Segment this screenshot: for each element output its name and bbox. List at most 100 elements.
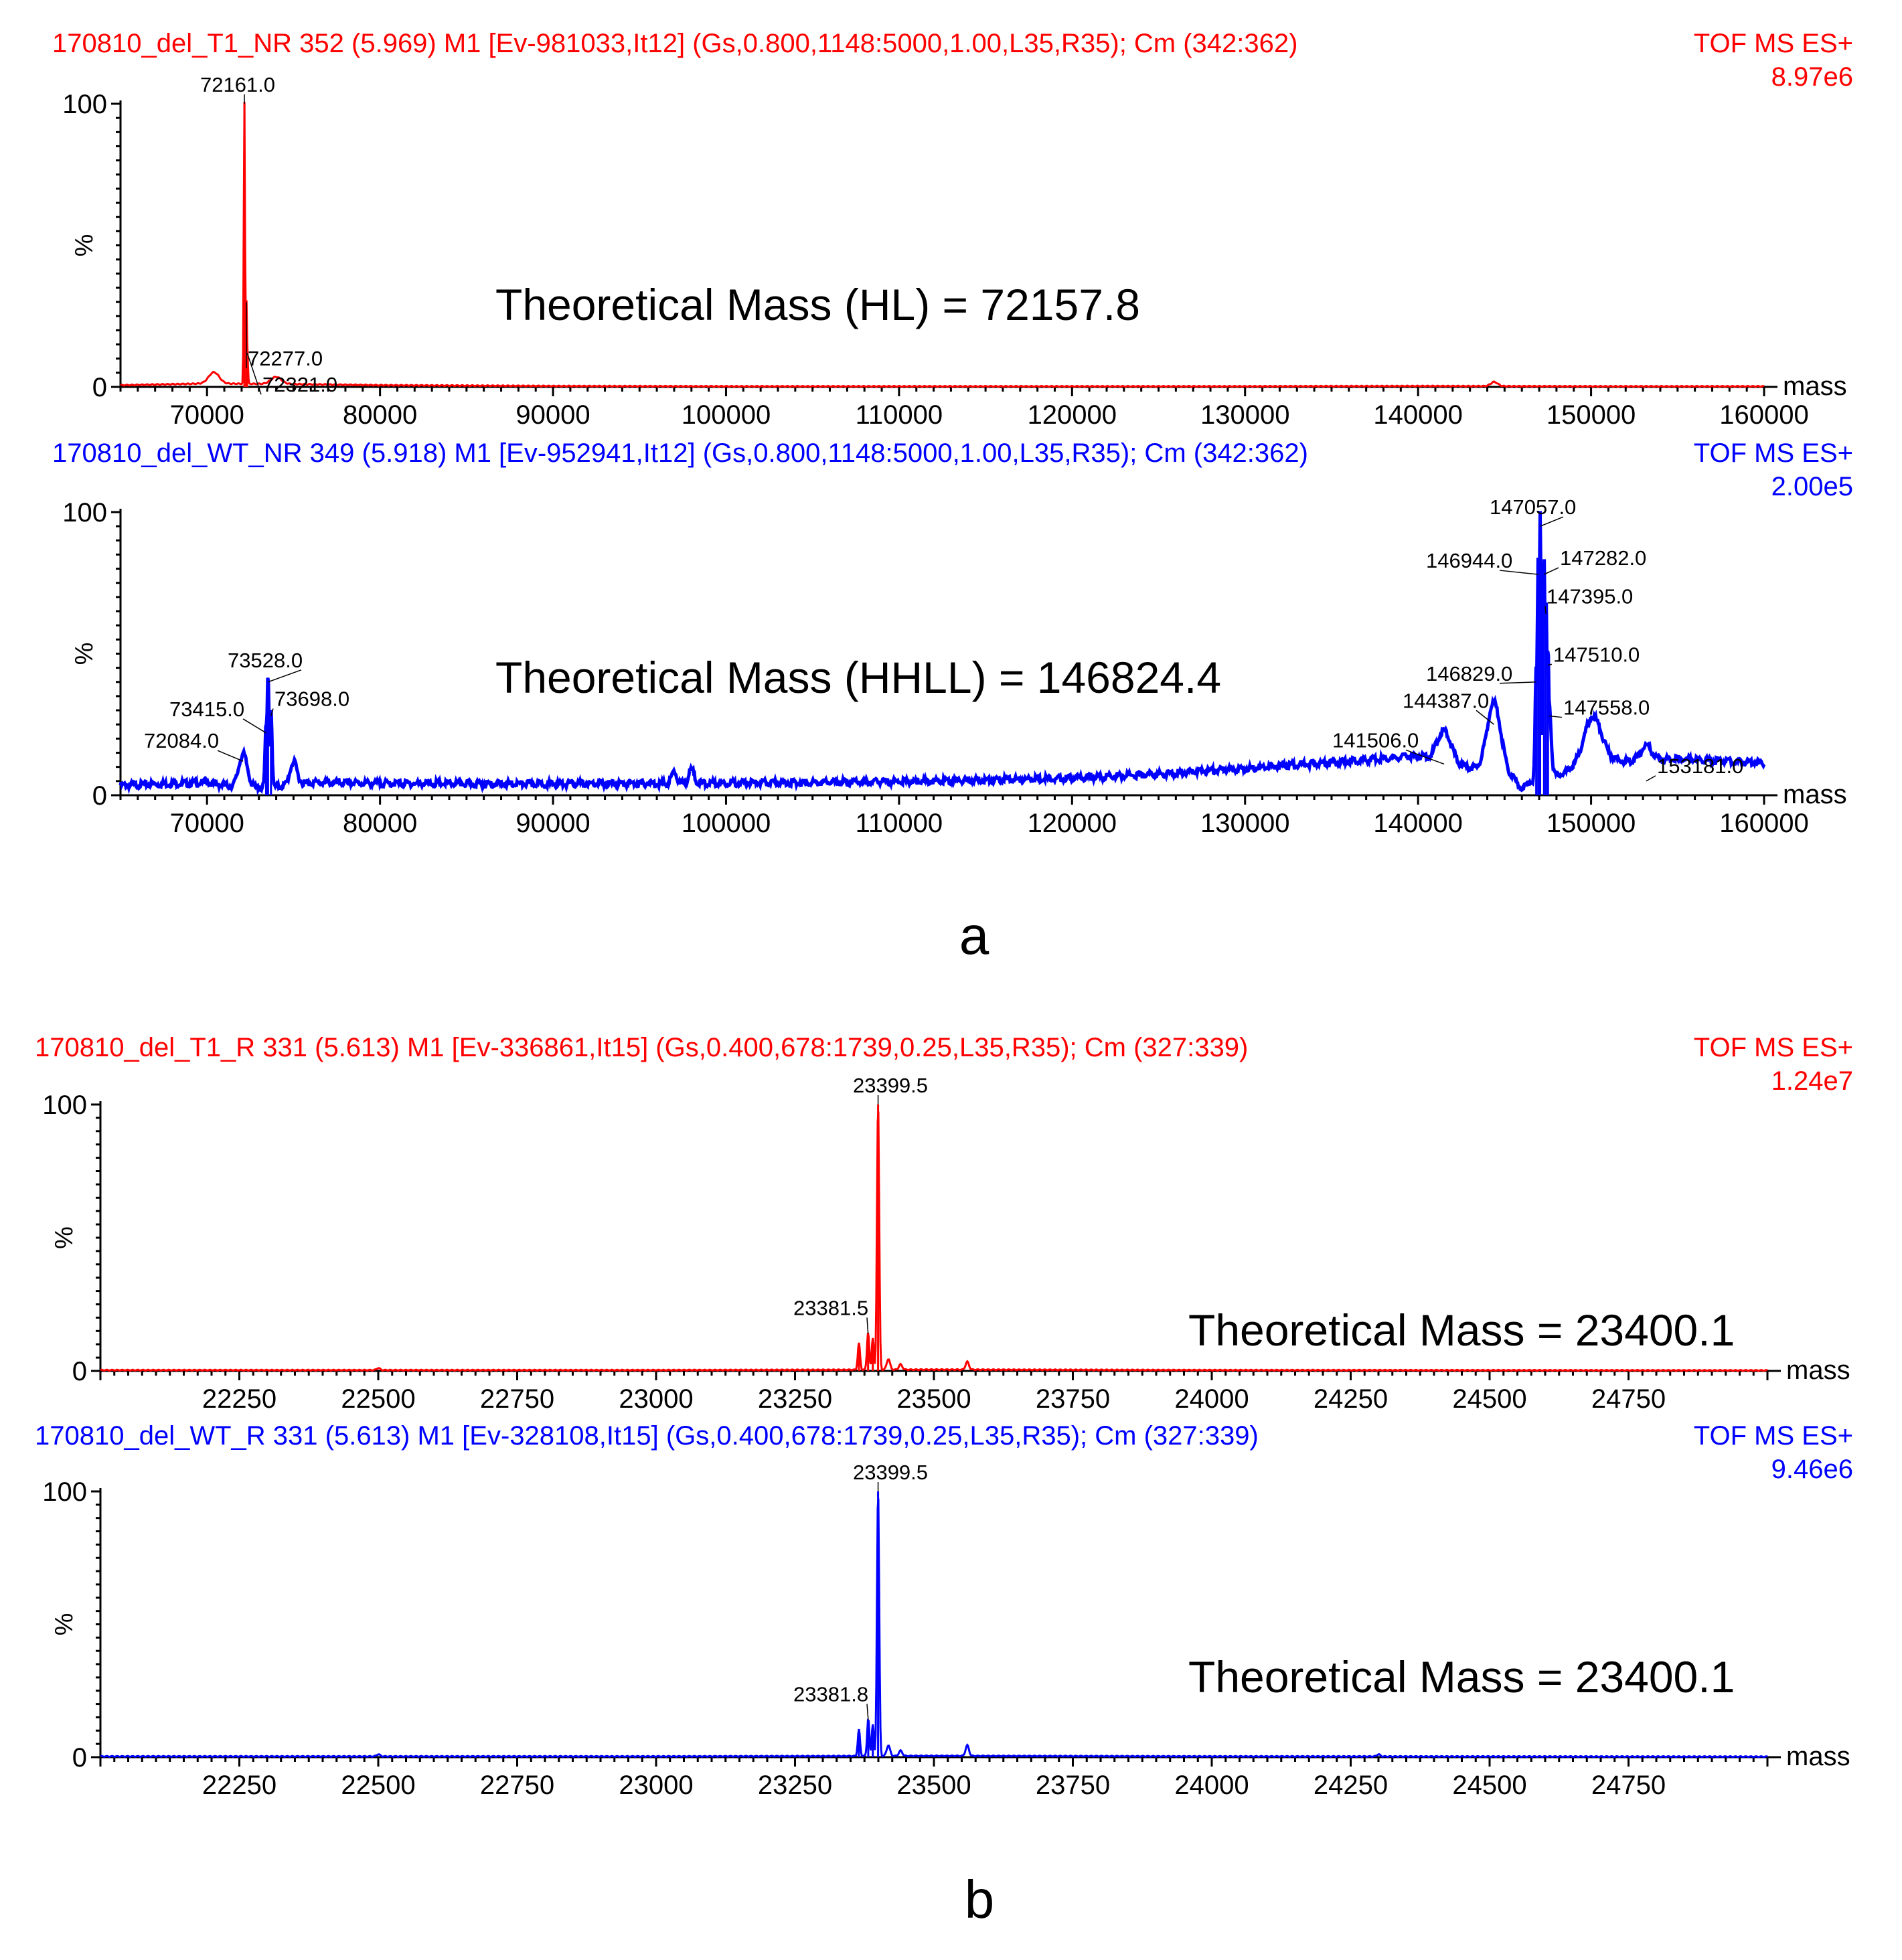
peak-label: 23399.5 bbox=[853, 1461, 928, 1484]
x-tick-label: 23250 bbox=[758, 1771, 832, 1800]
spectrum-t1-nr: 170810_del_T1_NR 352 (5.969) M1 [Ev-9810… bbox=[52, 29, 1853, 430]
x-tick-label: 24250 bbox=[1314, 1771, 1388, 1800]
peak-label: 153181.0 bbox=[1657, 754, 1743, 778]
x-tick-label: 110000 bbox=[856, 400, 943, 430]
peak-leader bbox=[268, 669, 302, 683]
y-tick-label: 0 bbox=[72, 1743, 87, 1773]
intensity-scale-label: 1.24e7 bbox=[1771, 1066, 1853, 1096]
y-tick-label: 0 bbox=[92, 781, 107, 811]
theoretical-mass-annotation: Theoretical Mass = 23400.1 bbox=[1188, 1305, 1735, 1355]
peak-leader bbox=[1499, 681, 1536, 684]
peak-label: 73698.0 bbox=[274, 687, 349, 711]
instrument-label: TOF MS ES+ bbox=[1694, 438, 1853, 468]
peak-leader bbox=[1549, 715, 1563, 718]
peak-leader bbox=[1476, 710, 1494, 725]
peak-label: 147558.0 bbox=[1563, 696, 1650, 720]
x-tick-label: 120000 bbox=[1028, 400, 1117, 430]
spectrum-header: 170810_del_T1_NR 352 (5.969) M1 [Ev-9810… bbox=[52, 29, 1297, 58]
spectrum-header: 170810_del_WT_NR 349 (5.918) M1 [Ev-9529… bbox=[52, 438, 1308, 468]
x-tick-label: 130000 bbox=[1200, 809, 1289, 838]
spectrum-header: 170810_del_T1_R 331 (5.613) M1 [Ev-33686… bbox=[35, 1033, 1248, 1062]
y-tick-label: 0 bbox=[72, 1357, 87, 1386]
panel-label-b: b bbox=[965, 1870, 995, 1929]
x-tick-label: 150000 bbox=[1547, 809, 1636, 838]
theoretical-mass-annotation: Theoretical Mass = 23400.1 bbox=[1188, 1652, 1735, 1702]
x-tick-label: 22250 bbox=[202, 1384, 276, 1414]
instrument-label: TOF MS ES+ bbox=[1694, 1033, 1853, 1062]
spectrum-wt-r: 170810_del_WT_R 331 (5.613) M1 [Ev-32810… bbox=[35, 1421, 1853, 1800]
peak-leader bbox=[217, 750, 244, 762]
x-tick-label: 120000 bbox=[1028, 809, 1117, 838]
peak-leader bbox=[270, 708, 274, 716]
x-tick-label: 24250 bbox=[1314, 1384, 1388, 1414]
peak-leader bbox=[1405, 749, 1445, 765]
instrument-label: TOF MS ES+ bbox=[1694, 29, 1853, 58]
peak-label: 144387.0 bbox=[1403, 689, 1489, 712]
x-tick-label: 23250 bbox=[758, 1384, 832, 1414]
y-tick-label: 100 bbox=[62, 498, 107, 527]
x-tick-label: 23500 bbox=[896, 1384, 971, 1414]
peak-label: 147510.0 bbox=[1553, 643, 1640, 666]
peak-leader bbox=[246, 353, 262, 395]
peak-leader bbox=[242, 718, 266, 734]
spectrum-trace bbox=[118, 511, 1766, 796]
spectrum-trace bbox=[100, 1498, 1768, 1759]
peak-leader bbox=[1646, 775, 1656, 782]
x-tick-label: 150000 bbox=[1547, 400, 1636, 430]
x-tick-label: 23750 bbox=[1036, 1384, 1110, 1414]
peak-label: 72084.0 bbox=[144, 729, 219, 752]
x-tick-label: 23750 bbox=[1036, 1771, 1110, 1800]
x-tick-label: 160000 bbox=[1719, 809, 1808, 838]
panel-label-a: a bbox=[959, 906, 989, 965]
peak-leader bbox=[1544, 567, 1559, 575]
peak-label: 23381.8 bbox=[793, 1682, 868, 1706]
x-tick-label: 110000 bbox=[856, 809, 943, 838]
spectrum-trace bbox=[100, 1111, 1768, 1372]
x-tick-label: 24000 bbox=[1174, 1384, 1249, 1414]
peak-leader bbox=[1548, 663, 1553, 666]
peak-label: 141506.0 bbox=[1332, 728, 1419, 752]
peak-label: 147395.0 bbox=[1547, 584, 1633, 608]
x-tick-label: 22250 bbox=[202, 1771, 276, 1800]
theoretical-mass-annotation: Theoretical Mass (HL) = 72157.8 bbox=[495, 280, 1140, 329]
y-tick-label: 100 bbox=[42, 1477, 87, 1507]
x-tick-label: 24000 bbox=[1174, 1771, 1249, 1800]
x-axis-label: mass bbox=[1783, 372, 1847, 401]
peak-label: 146829.0 bbox=[1426, 662, 1512, 685]
peak-label: 73415.0 bbox=[169, 698, 244, 721]
x-axis-label: mass bbox=[1786, 1356, 1850, 1385]
y-axis-label: % bbox=[70, 643, 98, 665]
intensity-scale-label: 2.00e5 bbox=[1771, 472, 1853, 501]
x-tick-label: 100000 bbox=[682, 400, 771, 430]
x-tick-label: 80000 bbox=[343, 809, 417, 838]
spectrum-wt-nr: 170810_del_WT_NR 349 (5.918) M1 [Ev-9529… bbox=[52, 438, 1853, 838]
y-axis-label: % bbox=[50, 1613, 78, 1636]
x-tick-label: 22500 bbox=[341, 1384, 415, 1414]
panel-label-b-text: b bbox=[965, 1870, 995, 1929]
x-tick-label: 100000 bbox=[682, 809, 771, 838]
instrument-label: TOF MS ES+ bbox=[1694, 1421, 1853, 1451]
x-tick-label: 130000 bbox=[1200, 400, 1289, 430]
x-tick-label: 24750 bbox=[1591, 1771, 1666, 1800]
peak-leader bbox=[1540, 516, 1564, 527]
x-tick-label: 80000 bbox=[343, 400, 417, 430]
x-tick-label: 70000 bbox=[170, 809, 244, 838]
peak-label: 72277.0 bbox=[248, 347, 323, 370]
spectrum-header: 170810_del_WT_R 331 (5.613) M1 [Ev-32810… bbox=[35, 1421, 1259, 1451]
x-tick-label: 22500 bbox=[341, 1771, 415, 1800]
x-tick-label: 90000 bbox=[516, 400, 590, 430]
peak-label: 146944.0 bbox=[1426, 549, 1512, 572]
peak-label: 73528.0 bbox=[228, 649, 303, 672]
x-tick-label: 24500 bbox=[1452, 1384, 1526, 1414]
x-tick-label: 140000 bbox=[1373, 809, 1462, 838]
x-tick-label: 24750 bbox=[1591, 1384, 1666, 1414]
y-tick-label: 100 bbox=[62, 90, 107, 119]
spectrum-trace bbox=[120, 102, 1765, 388]
x-axis-label: mass bbox=[1786, 1742, 1850, 1771]
y-axis-label: % bbox=[70, 234, 98, 257]
x-tick-label: 23500 bbox=[896, 1771, 971, 1800]
peak-leader bbox=[1499, 570, 1538, 575]
peak-label: 147057.0 bbox=[1490, 495, 1576, 519]
y-axis-label: % bbox=[50, 1226, 78, 1249]
